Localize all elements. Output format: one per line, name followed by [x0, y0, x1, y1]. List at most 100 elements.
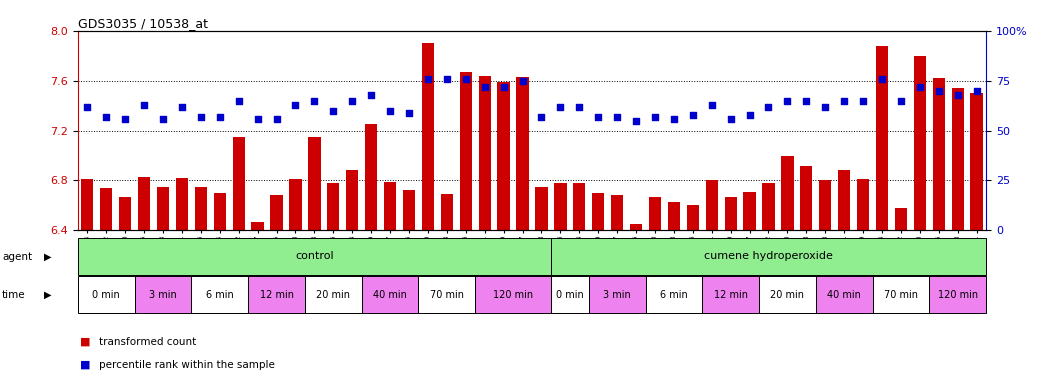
- Point: [798, 98, 815, 104]
- Bar: [876, 46, 889, 230]
- Bar: [913, 56, 926, 230]
- Text: 3 min: 3 min: [603, 290, 631, 300]
- Text: 20 min: 20 min: [317, 290, 350, 300]
- Point: [288, 101, 304, 108]
- Text: time: time: [2, 290, 26, 300]
- Point: [684, 111, 701, 118]
- Point: [950, 91, 966, 98]
- Bar: [838, 170, 850, 230]
- Point: [117, 116, 134, 122]
- Point: [760, 104, 776, 110]
- Point: [874, 76, 891, 82]
- Bar: [78, 238, 551, 275]
- Bar: [516, 77, 528, 230]
- Bar: [497, 82, 510, 230]
- Point: [704, 101, 720, 108]
- Bar: [100, 188, 112, 230]
- Text: 70 min: 70 min: [884, 290, 918, 300]
- Bar: [327, 183, 339, 230]
- Bar: [611, 195, 623, 230]
- Point: [628, 118, 645, 124]
- Bar: [800, 166, 813, 230]
- Point: [173, 104, 190, 110]
- Bar: [933, 78, 945, 230]
- Text: 3 min: 3 min: [149, 290, 176, 300]
- Bar: [157, 187, 169, 230]
- Bar: [929, 276, 986, 313]
- Point: [855, 98, 872, 104]
- Bar: [952, 88, 964, 230]
- Text: 0 min: 0 min: [556, 290, 583, 300]
- Point: [930, 88, 947, 94]
- Text: GDS3035 / 10538_at: GDS3035 / 10538_at: [78, 17, 208, 30]
- Bar: [365, 124, 377, 230]
- Point: [98, 114, 114, 120]
- Point: [325, 108, 342, 114]
- Bar: [460, 72, 472, 230]
- Bar: [421, 43, 434, 230]
- Bar: [646, 276, 703, 313]
- Bar: [475, 276, 551, 313]
- Bar: [759, 276, 816, 313]
- Point: [495, 84, 512, 90]
- Text: 6 min: 6 min: [206, 290, 234, 300]
- Bar: [195, 187, 207, 230]
- Text: 6 min: 6 min: [660, 290, 688, 300]
- Point: [363, 91, 380, 98]
- Point: [192, 114, 209, 120]
- Bar: [441, 194, 453, 230]
- Bar: [667, 202, 680, 230]
- Text: ▶: ▶: [44, 290, 51, 300]
- Point: [438, 76, 455, 82]
- Text: 120 min: 120 min: [937, 290, 978, 300]
- Point: [647, 114, 663, 120]
- Bar: [346, 170, 358, 230]
- Point: [79, 104, 95, 110]
- Bar: [592, 193, 604, 230]
- Bar: [687, 205, 699, 230]
- Point: [344, 98, 360, 104]
- Point: [911, 84, 928, 90]
- Point: [552, 104, 569, 110]
- Text: 40 min: 40 min: [827, 290, 862, 300]
- Point: [514, 78, 530, 84]
- Bar: [305, 276, 361, 313]
- Point: [401, 109, 417, 116]
- Bar: [536, 187, 548, 230]
- Text: 120 min: 120 min: [493, 290, 534, 300]
- Point: [230, 98, 247, 104]
- Text: ■: ■: [80, 337, 90, 347]
- Text: 40 min: 40 min: [373, 290, 407, 300]
- Bar: [857, 179, 869, 230]
- Point: [665, 116, 682, 122]
- Point: [609, 114, 626, 120]
- Bar: [573, 183, 585, 230]
- Text: 12 min: 12 min: [714, 290, 747, 300]
- Bar: [649, 197, 661, 230]
- Bar: [308, 137, 321, 230]
- Bar: [418, 276, 475, 313]
- Text: control: control: [295, 251, 333, 262]
- Bar: [725, 197, 737, 230]
- Bar: [290, 179, 302, 230]
- Point: [419, 76, 436, 82]
- Point: [155, 116, 171, 122]
- Point: [382, 108, 399, 114]
- Bar: [551, 276, 589, 313]
- Text: 12 min: 12 min: [260, 290, 294, 300]
- Point: [741, 111, 758, 118]
- Bar: [119, 197, 131, 230]
- Text: agent: agent: [2, 252, 32, 262]
- Text: transformed count: transformed count: [99, 337, 196, 347]
- Bar: [214, 193, 226, 230]
- Text: ▶: ▶: [44, 252, 51, 262]
- Bar: [706, 180, 718, 230]
- Bar: [895, 208, 907, 230]
- Point: [534, 114, 550, 120]
- Bar: [551, 238, 986, 275]
- Point: [836, 98, 852, 104]
- Text: ■: ■: [80, 360, 90, 370]
- Bar: [762, 183, 774, 230]
- Bar: [403, 190, 415, 230]
- Bar: [819, 180, 831, 230]
